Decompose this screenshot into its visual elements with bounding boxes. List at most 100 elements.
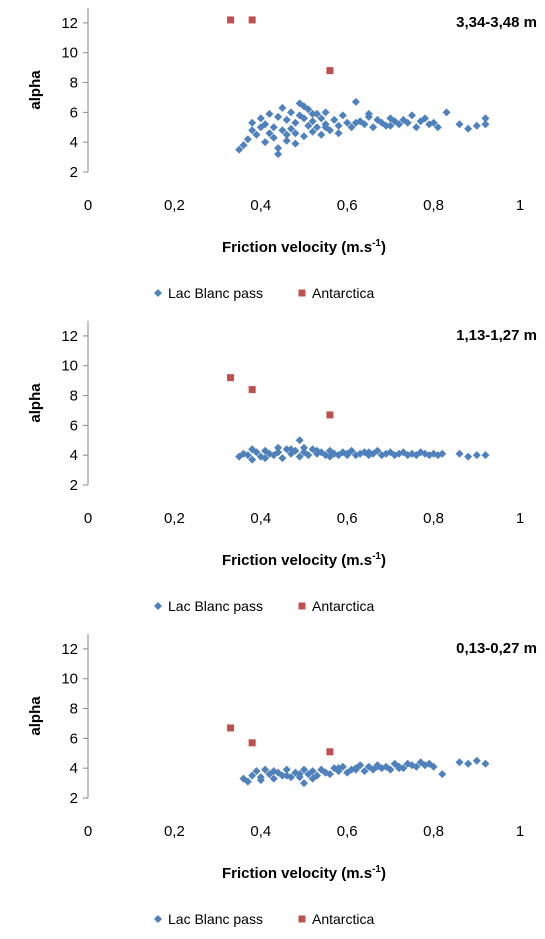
height-range-label: 1,13-1,27 m [456,327,537,344]
lac-blanc-pass-point [433,123,442,132]
lac-blanc-pass-point [252,767,261,776]
x-tick-label: 0,6 [337,197,358,214]
lac-blanc-pass-point [330,449,339,458]
lac-blanc-pass-point [481,451,490,460]
x-axis-label-main: Friction velocity (m.s [222,239,372,256]
lac-blanc-pass-point [382,762,391,771]
lac-blanc-pass-point [278,126,287,135]
lac-blanc-pass-point [360,448,369,457]
lac-blanc-pass-point [300,102,308,111]
lac-blanc-pass-point [300,114,308,123]
y-tick-label: 4 [70,447,78,464]
lac-blanc-pass-point [403,759,412,768]
lac-blanc-pass-point [464,452,473,461]
lac-blanc-pass-point [261,446,270,455]
lac-blanc-pass-point [325,446,334,455]
lac-blanc-pass-point [252,130,261,139]
lac-blanc-pass-point [269,767,278,776]
y-tick-label: 6 [70,417,78,434]
lac-blanc-pass-point [282,130,291,139]
lac-blanc-pass-point [399,764,408,773]
lac-blanc-pass-point [287,445,296,454]
x-tick-label: 0,6 [337,823,358,840]
y-tick-label: 2 [70,790,78,807]
lac-blanc-pass-point [295,773,304,782]
x-tick-label: 0 [84,823,92,840]
lac-blanc-pass-point [265,109,274,118]
legend-lac-blanc-pass-marker [154,915,162,923]
legend-antarctica-marker [298,915,306,923]
lac-blanc-pass-point [243,135,252,144]
antarctica-point [227,374,235,382]
lac-blanc-pass-point [274,144,283,153]
lac-blanc-pass-point [395,764,404,773]
lac-blanc-pass-point [304,770,313,779]
x-axis-label-main: Friction velocity (m.s [222,865,372,882]
lac-blanc-pass-point [295,436,304,445]
y-tick-label: 8 [70,701,78,718]
lac-blanc-pass-point [386,448,395,457]
lac-blanc-pass-point [278,103,287,112]
lac-blanc-pass-point [360,120,369,129]
antarctica-point [326,67,334,75]
lac-blanc-pass-point [338,762,347,771]
lac-blanc-pass-point [464,124,473,133]
lac-blanc-pass-point [425,759,434,768]
lac-blanc-pass-point [347,446,356,455]
height-range-label: 0,13-0,27 m [456,640,537,657]
lac-blanc-pass-point [282,765,291,774]
lac-blanc-pass-point [312,446,321,455]
y-tick-label: 12 [61,328,78,345]
lac-blanc-pass-point [261,454,270,463]
lac-blanc-pass-point [408,449,416,458]
lac-blanc-pass-point [248,771,257,780]
lac-blanc-pass-point [420,449,429,458]
lac-blanc-pass-point [278,454,287,463]
lac-blanc-pass-point [252,448,261,457]
lac-blanc-pass-point [360,767,369,776]
lac-blanc-pass-point [300,779,308,788]
lac-blanc-pass-point [399,448,408,457]
lac-blanc-pass-point [248,445,257,454]
lac-blanc-pass-point [408,111,416,120]
series-lac-blanc-pass [235,436,490,464]
y-tick-label: 8 [70,75,78,92]
x-axis-label: Friction velocity (m.s-1) [222,864,386,882]
lac-blanc-pass-point [386,121,395,130]
lac-blanc-pass-point [334,129,343,138]
lac-blanc-pass-point [416,448,425,457]
lac-blanc-pass-point [265,449,274,458]
lac-blanc-pass-point [317,114,326,123]
x-tick-label: 0,4 [250,823,271,840]
y-tick-label: 10 [61,45,78,62]
lac-blanc-pass-point [304,451,313,460]
lac-blanc-pass-point [347,123,356,132]
lac-blanc-pass-point [403,118,412,127]
lac-blanc-pass-point [343,118,352,127]
lac-blanc-pass-point [386,765,395,774]
x-axis-label-main: Friction velocity (m.s [222,552,372,569]
y-tick-label: 8 [70,388,78,405]
legend: Lac Blanc pass Antarctica [154,911,374,927]
lac-blanc-pass-point [455,758,464,767]
x-axis-label-close: ) [381,865,386,882]
lac-blanc-pass-point [429,118,438,127]
legend-label: Lac Blanc pass [168,598,263,614]
lac-blanc-pass-point [256,776,265,785]
lac-blanc-pass-point [373,446,382,455]
lac-blanc-pass-point [287,108,296,117]
lac-blanc-pass-point [274,448,283,457]
lac-blanc-pass-point [269,133,278,142]
y-tick-label: 4 [70,760,78,777]
lac-blanc-pass-point [364,448,373,457]
lac-blanc-pass-point [481,114,490,123]
x-tick-label: 0,8 [423,510,444,527]
lac-blanc-pass-point [300,443,308,452]
lac-blanc-pass-point [455,449,464,458]
series-antarctica [227,724,334,756]
x-tick-label: 0,2 [164,510,185,527]
y-tick-label: 12 [61,641,78,658]
lac-blanc-pass-point [291,118,300,127]
x-tick-label: 0,4 [250,510,271,527]
lac-blanc-pass-point [412,123,421,132]
